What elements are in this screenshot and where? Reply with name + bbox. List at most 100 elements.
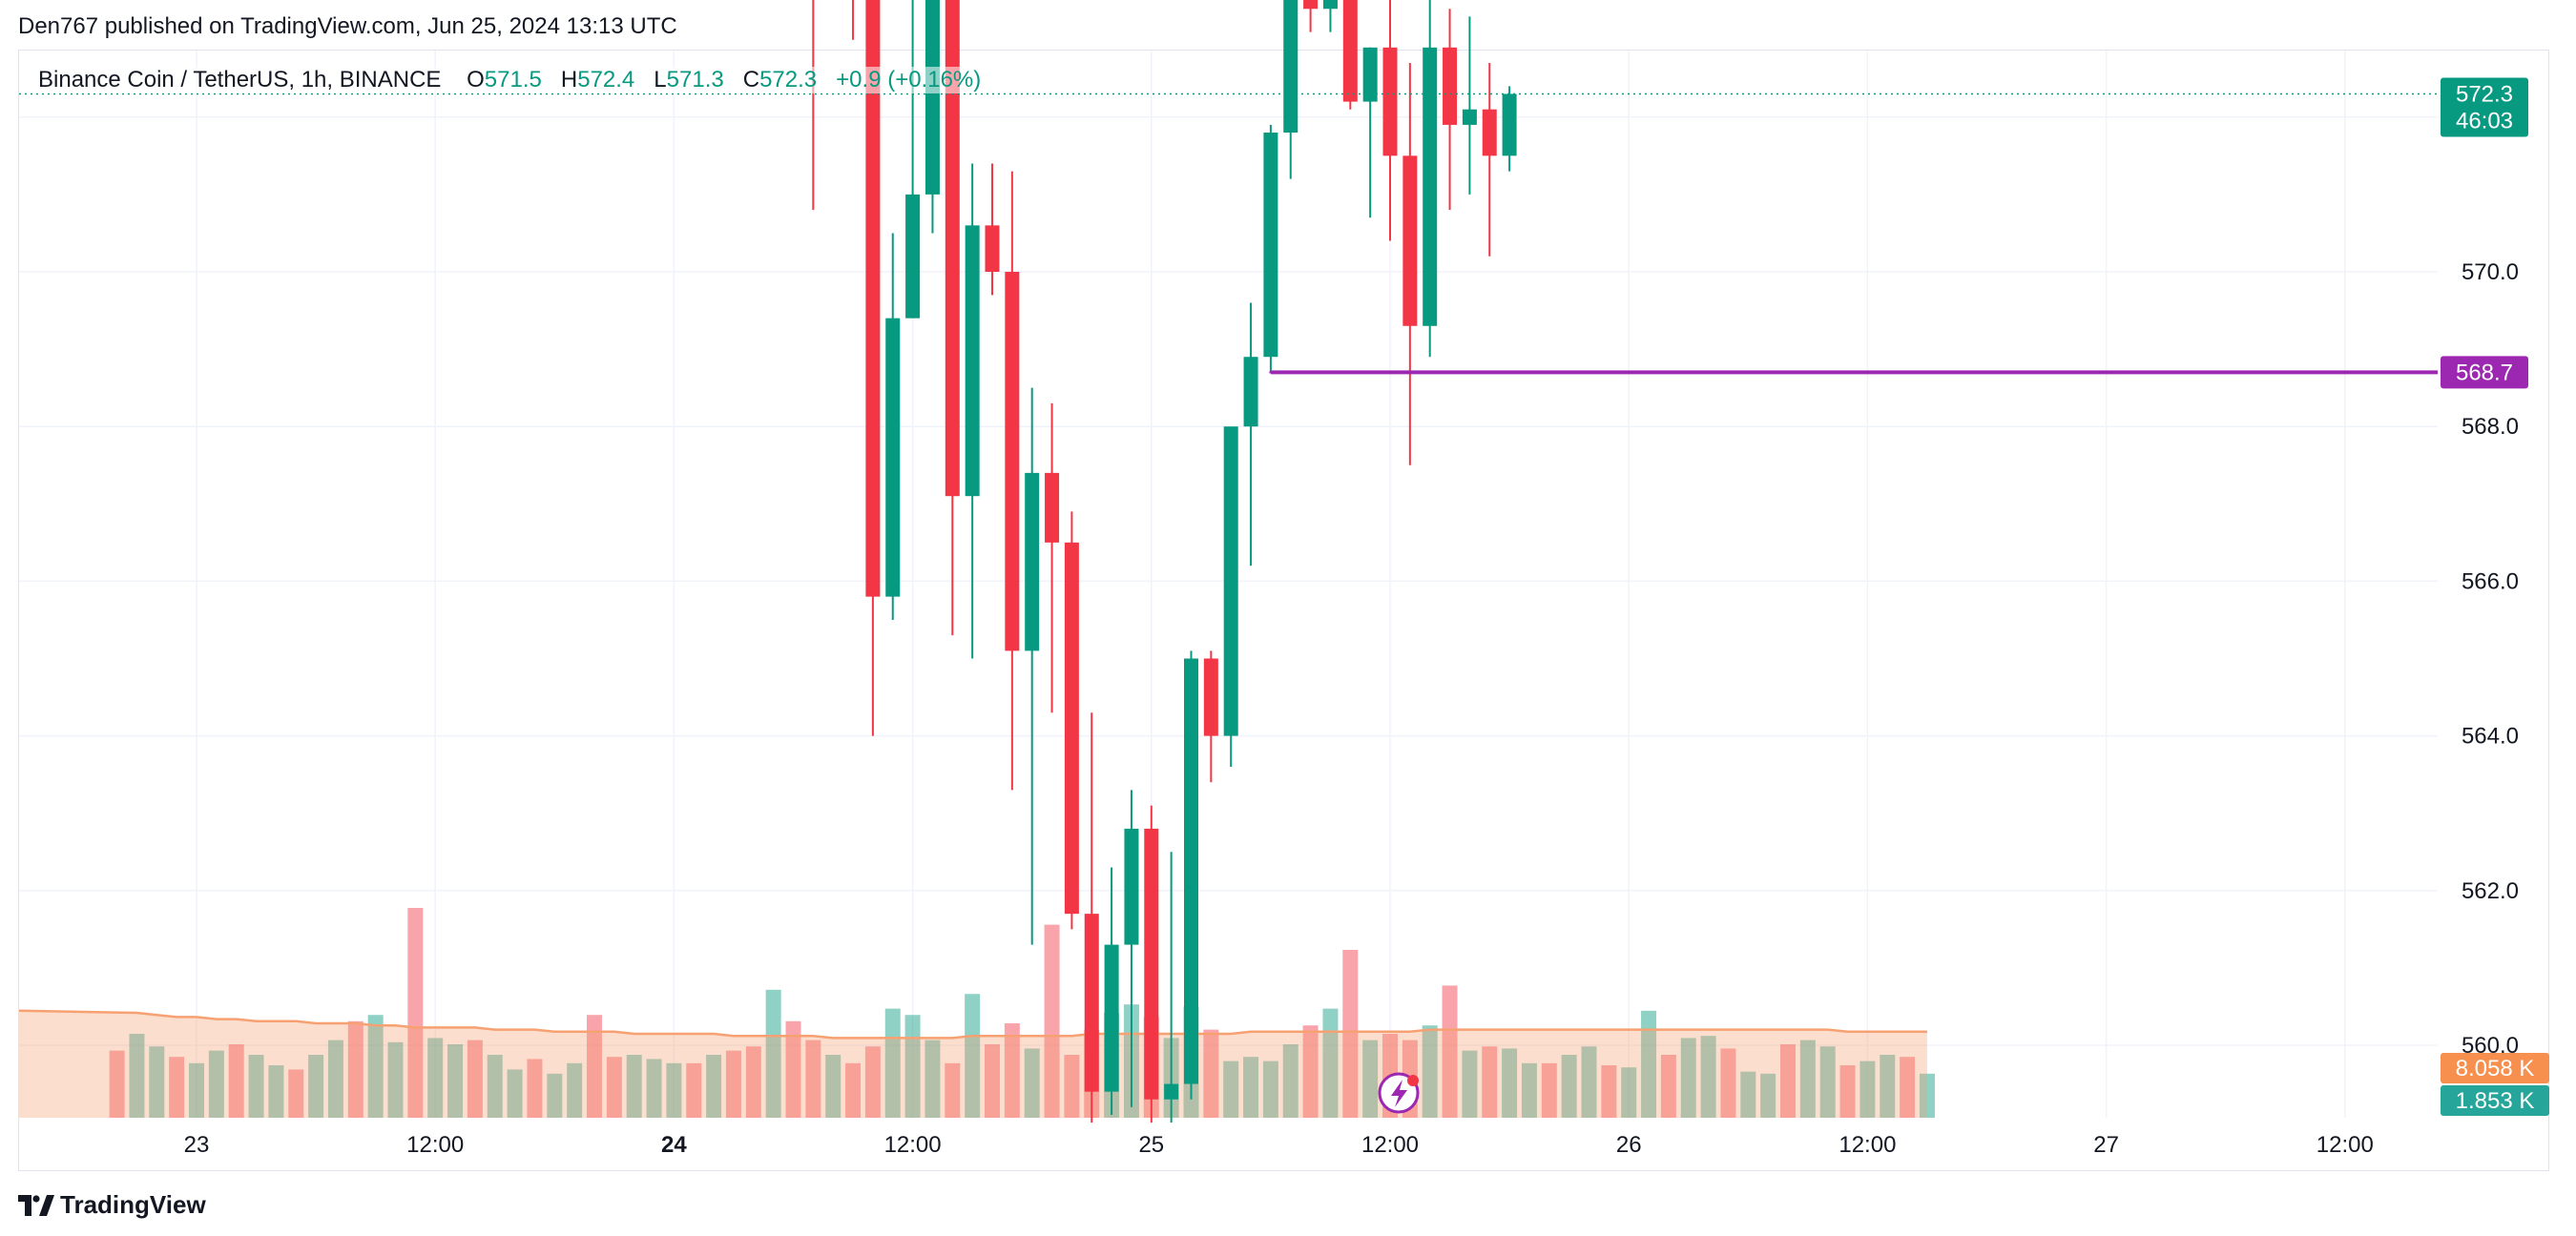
volume-bar xyxy=(845,1062,862,1118)
volume-bar xyxy=(1482,1046,1498,1118)
volume-bar xyxy=(248,1055,264,1118)
tradingview-logo[interactable]: TradingView xyxy=(18,1190,206,1220)
x-tick-label: 27 xyxy=(2093,1132,2119,1158)
volume-bar xyxy=(1839,1065,1856,1118)
x-tick-label: 24 xyxy=(661,1132,687,1158)
volume-bar xyxy=(1601,1065,1617,1118)
volume-bar xyxy=(109,1050,125,1118)
volume-bar xyxy=(1422,1025,1438,1118)
lightning-icon-bolt xyxy=(1391,1080,1407,1107)
volume-bar xyxy=(527,1059,543,1118)
open-label: O xyxy=(467,67,485,93)
volume-bar xyxy=(268,1065,284,1118)
volume-ma-line xyxy=(18,1009,1927,1040)
volume-bar xyxy=(1919,1073,1935,1118)
volume-bar xyxy=(904,1015,921,1118)
volume-bar xyxy=(1799,1040,1816,1118)
volume-bar xyxy=(1641,1010,1657,1118)
volume-bar xyxy=(1740,1071,1756,1118)
volume-bar xyxy=(1819,1046,1836,1118)
volume-bar xyxy=(1680,1038,1696,1118)
volume-bar xyxy=(567,1062,583,1118)
close-value: 572.3 xyxy=(759,67,818,93)
published-by-caption: Den767 published on TradingView.com, Jun… xyxy=(18,13,677,39)
level-badge xyxy=(2441,356,2528,389)
candle xyxy=(965,163,980,659)
volume-bar xyxy=(924,1040,941,1118)
candle-body xyxy=(1502,93,1517,156)
change-value: +0.9 (+0.16%) xyxy=(836,67,982,93)
volume-bar xyxy=(646,1059,662,1118)
symbol-name: Binance Coin / TetherUS, 1h, BINANCE xyxy=(38,67,442,93)
lightning-icon[interactable] xyxy=(1378,1072,1420,1114)
candle-body xyxy=(1322,0,1338,10)
volume-badge-label: 8.058 K xyxy=(2456,1056,2535,1082)
candle xyxy=(1402,63,1418,465)
candle-body xyxy=(1243,357,1258,427)
volume-bar xyxy=(347,1020,364,1118)
volume-bar xyxy=(945,1062,961,1118)
candle xyxy=(1084,712,1099,1123)
volume-ma-area xyxy=(19,1010,1927,1118)
notification-dot xyxy=(1407,1075,1419,1086)
y-tick-label: 562.0 xyxy=(2462,878,2519,904)
high-value: 572.4 xyxy=(577,67,635,93)
grid-lines xyxy=(19,51,2438,1118)
candle xyxy=(1124,790,1139,1107)
close-label: C xyxy=(742,67,760,93)
x-tick-label: 12:00 xyxy=(1361,1132,1419,1158)
volume-bar xyxy=(228,1044,244,1118)
candle xyxy=(985,163,1000,296)
volume-bar xyxy=(129,1034,145,1118)
candle-body xyxy=(1184,658,1198,1084)
candle-body xyxy=(1423,47,1438,326)
volume-badge xyxy=(2441,1085,2549,1116)
volume-bar xyxy=(547,1073,563,1118)
volume-bar xyxy=(1064,1055,1080,1118)
candle xyxy=(1144,805,1159,1123)
candle xyxy=(812,0,815,211)
countdown-label: 46:03 xyxy=(2456,108,2513,134)
volume-bar xyxy=(1760,1073,1776,1118)
candle-body xyxy=(1064,542,1079,915)
volume-bar xyxy=(706,1055,722,1118)
volume-bar xyxy=(1621,1067,1637,1118)
volume-bar xyxy=(1720,1048,1736,1118)
volume-bar xyxy=(1223,1061,1239,1118)
open-value: 571.5 xyxy=(484,67,542,93)
volume-bar xyxy=(785,1020,801,1118)
volume-bar xyxy=(1203,1029,1219,1118)
candle xyxy=(1025,387,1040,945)
volume-bar xyxy=(169,1057,185,1118)
horizontal-levels xyxy=(19,0,2438,375)
brand-name: TradingView xyxy=(60,1190,206,1219)
x-tick-label: 23 xyxy=(184,1132,210,1158)
volume-bar xyxy=(1780,1044,1796,1118)
candle xyxy=(865,0,881,736)
candle xyxy=(1283,0,1298,179)
candle xyxy=(905,0,921,319)
volume-bar xyxy=(1282,1044,1298,1118)
volume-bar xyxy=(587,1015,602,1118)
volume-bar xyxy=(686,1062,702,1118)
candle xyxy=(1184,650,1198,1100)
volume-bar xyxy=(1521,1062,1537,1118)
candle xyxy=(1223,426,1238,768)
level-badge-label: 568.7 xyxy=(2456,360,2513,385)
volume-bar xyxy=(327,1040,343,1118)
volume-badge-label: 1.853 K xyxy=(2456,1088,2535,1114)
candle xyxy=(1263,124,1278,373)
candle-body xyxy=(1462,109,1477,125)
x-tick-label: 12:00 xyxy=(406,1132,464,1158)
volume-bar xyxy=(208,1050,224,1118)
volume-bar xyxy=(864,1046,881,1118)
candle-body xyxy=(1124,828,1139,945)
volume-bar xyxy=(745,1046,761,1118)
low-value: 571.3 xyxy=(666,67,724,93)
high-label: H xyxy=(560,67,578,93)
volume-bar xyxy=(725,1050,741,1118)
y-tick-label: 568.0 xyxy=(2462,414,2519,440)
volume-bar xyxy=(666,1062,682,1118)
